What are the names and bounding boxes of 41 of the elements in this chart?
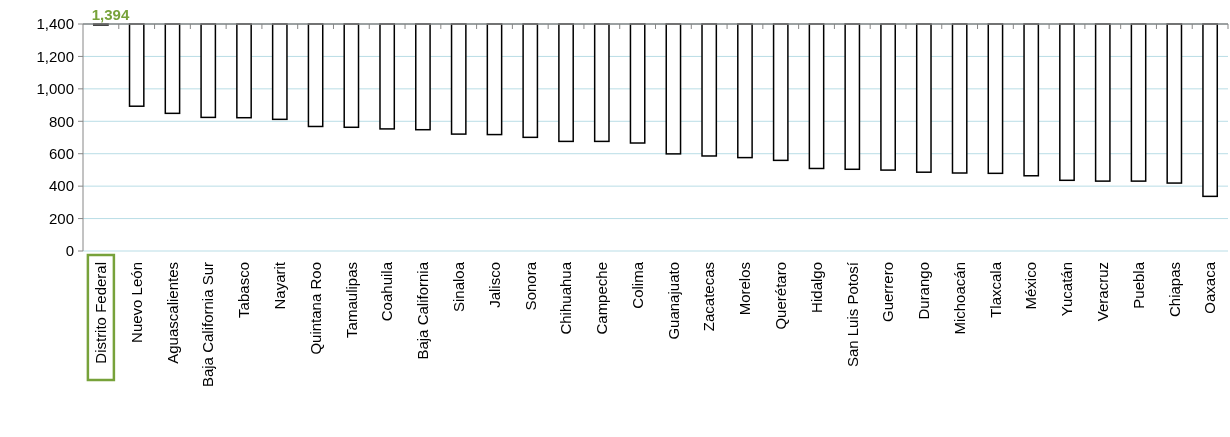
x-tick-label: Distrito Federal — [92, 262, 110, 364]
x-tick-label: Puebla — [1129, 261, 1147, 309]
x-tick-label: Tlaxcala — [986, 261, 1004, 318]
x-tick-label: Durango — [915, 262, 933, 320]
x-tick-label: Colima — [628, 261, 646, 309]
y-tick-label: 400 — [48, 177, 74, 195]
x-tick-label: Sinaloa — [449, 261, 467, 313]
y-tick-label: 1,000 — [36, 80, 74, 98]
x-tick-label: Nuevo León — [127, 262, 145, 343]
y-tick-label: 1,200 — [36, 47, 74, 65]
x-tick-label: Veracruz — [1094, 262, 1112, 322]
x-tick-label: México — [1022, 262, 1040, 310]
x-tick-label: Guanajuato — [664, 262, 682, 340]
x-tick-label: Chihuahua — [557, 261, 575, 335]
y-tick-label: 0 — [65, 242, 74, 260]
y-tick-label: 1,400 — [36, 15, 74, 33]
x-tick-label: Michoacán — [950, 262, 968, 335]
x-tick-label: Baja California — [414, 261, 432, 360]
x-tick-label: Aguascalientes — [163, 262, 181, 364]
y-tick-label: 200 — [48, 209, 74, 227]
annotation: 1,394 — [91, 5, 130, 23]
x-tick-label: Morelos — [736, 262, 754, 316]
x-tick-label: Sonora — [521, 261, 539, 311]
x-tick-label: Oaxaca — [1201, 261, 1219, 314]
y-tick-label: 600 — [48, 144, 74, 162]
x-tick-label: Querétaro — [771, 262, 789, 330]
x-tick-label: Zacatecas — [700, 262, 718, 332]
x-tick-label: Hidalgo — [807, 262, 825, 313]
y-tick-label: 800 — [48, 112, 74, 130]
x-tick-label: Jalisco — [485, 262, 503, 308]
x-tick-label: Campeche — [593, 262, 611, 335]
x-tick-label: Baja California Sur — [199, 262, 217, 388]
x-tick-label: Guerrero — [879, 262, 897, 323]
x-tick-label: Tamaulipas — [342, 262, 360, 338]
x-tick-label: Yucatán — [1058, 262, 1076, 317]
x-tick-label: Nayarit — [271, 261, 289, 310]
x-tick-label: San Luis Potosí — [843, 261, 861, 368]
x-tick-label: Tabasco — [235, 262, 253, 318]
x-tick-label: Quintana Roo — [306, 262, 324, 355]
x-tick-label: Coahuila — [378, 261, 396, 322]
x-tick-label: Chiapas — [1165, 262, 1183, 318]
